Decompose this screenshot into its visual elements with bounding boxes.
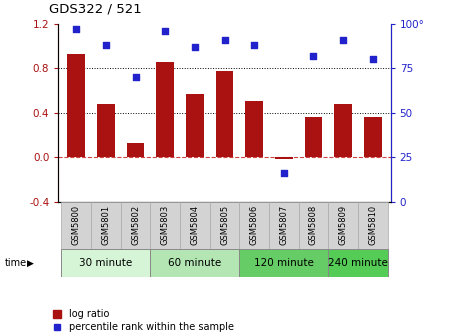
Bar	[358, 202, 387, 249]
Bar	[62, 202, 91, 249]
Text: GSM5809: GSM5809	[339, 205, 348, 245]
Text: GSM5804: GSM5804	[190, 205, 199, 245]
Bar	[91, 202, 121, 249]
Bar	[150, 202, 180, 249]
Bar	[67, 53, 85, 157]
Bar	[245, 101, 263, 157]
Bar	[186, 94, 204, 157]
Bar	[210, 202, 239, 249]
Bar	[156, 62, 174, 157]
Text: GSM5805: GSM5805	[220, 205, 229, 245]
Text: GSM5800: GSM5800	[72, 205, 81, 245]
Bar	[127, 142, 145, 157]
Text: GSM5802: GSM5802	[131, 205, 140, 245]
Bar	[239, 249, 328, 277]
Text: 120 minute: 120 minute	[254, 258, 314, 268]
Legend: log ratio, percentile rank within the sample: log ratio, percentile rank within the sa…	[49, 305, 238, 336]
Bar	[62, 249, 150, 277]
Text: ▶: ▶	[27, 258, 34, 267]
Text: GSM5803: GSM5803	[161, 205, 170, 245]
Text: GSM5807: GSM5807	[279, 205, 288, 245]
Point	[280, 170, 287, 176]
Bar	[334, 103, 352, 157]
Point	[102, 42, 110, 48]
Bar	[121, 202, 150, 249]
Bar	[239, 202, 269, 249]
Bar	[304, 117, 322, 157]
Bar	[328, 249, 387, 277]
Point	[221, 37, 228, 42]
Bar	[97, 103, 115, 157]
Text: time: time	[4, 258, 26, 268]
Text: GSM5801: GSM5801	[101, 205, 110, 245]
Bar	[328, 202, 358, 249]
Point	[339, 37, 347, 42]
Text: GSM5806: GSM5806	[250, 205, 259, 245]
Bar	[275, 157, 293, 159]
Point	[73, 26, 80, 32]
Point	[191, 44, 198, 49]
Text: 60 minute: 60 minute	[168, 258, 221, 268]
Bar	[216, 71, 233, 157]
Bar	[364, 117, 382, 157]
Text: GSM5808: GSM5808	[309, 205, 318, 245]
Bar	[269, 202, 299, 249]
Point	[369, 56, 376, 62]
Text: GDS322 / 521: GDS322 / 521	[49, 2, 142, 15]
Text: 30 minute: 30 minute	[79, 258, 132, 268]
Point	[310, 53, 317, 58]
Point	[162, 28, 169, 33]
Text: GSM5810: GSM5810	[368, 205, 377, 245]
Bar	[180, 202, 210, 249]
Text: 240 minute: 240 minute	[328, 258, 388, 268]
Bar	[150, 249, 239, 277]
Point	[251, 42, 258, 48]
Point	[132, 74, 139, 80]
Bar	[299, 202, 328, 249]
